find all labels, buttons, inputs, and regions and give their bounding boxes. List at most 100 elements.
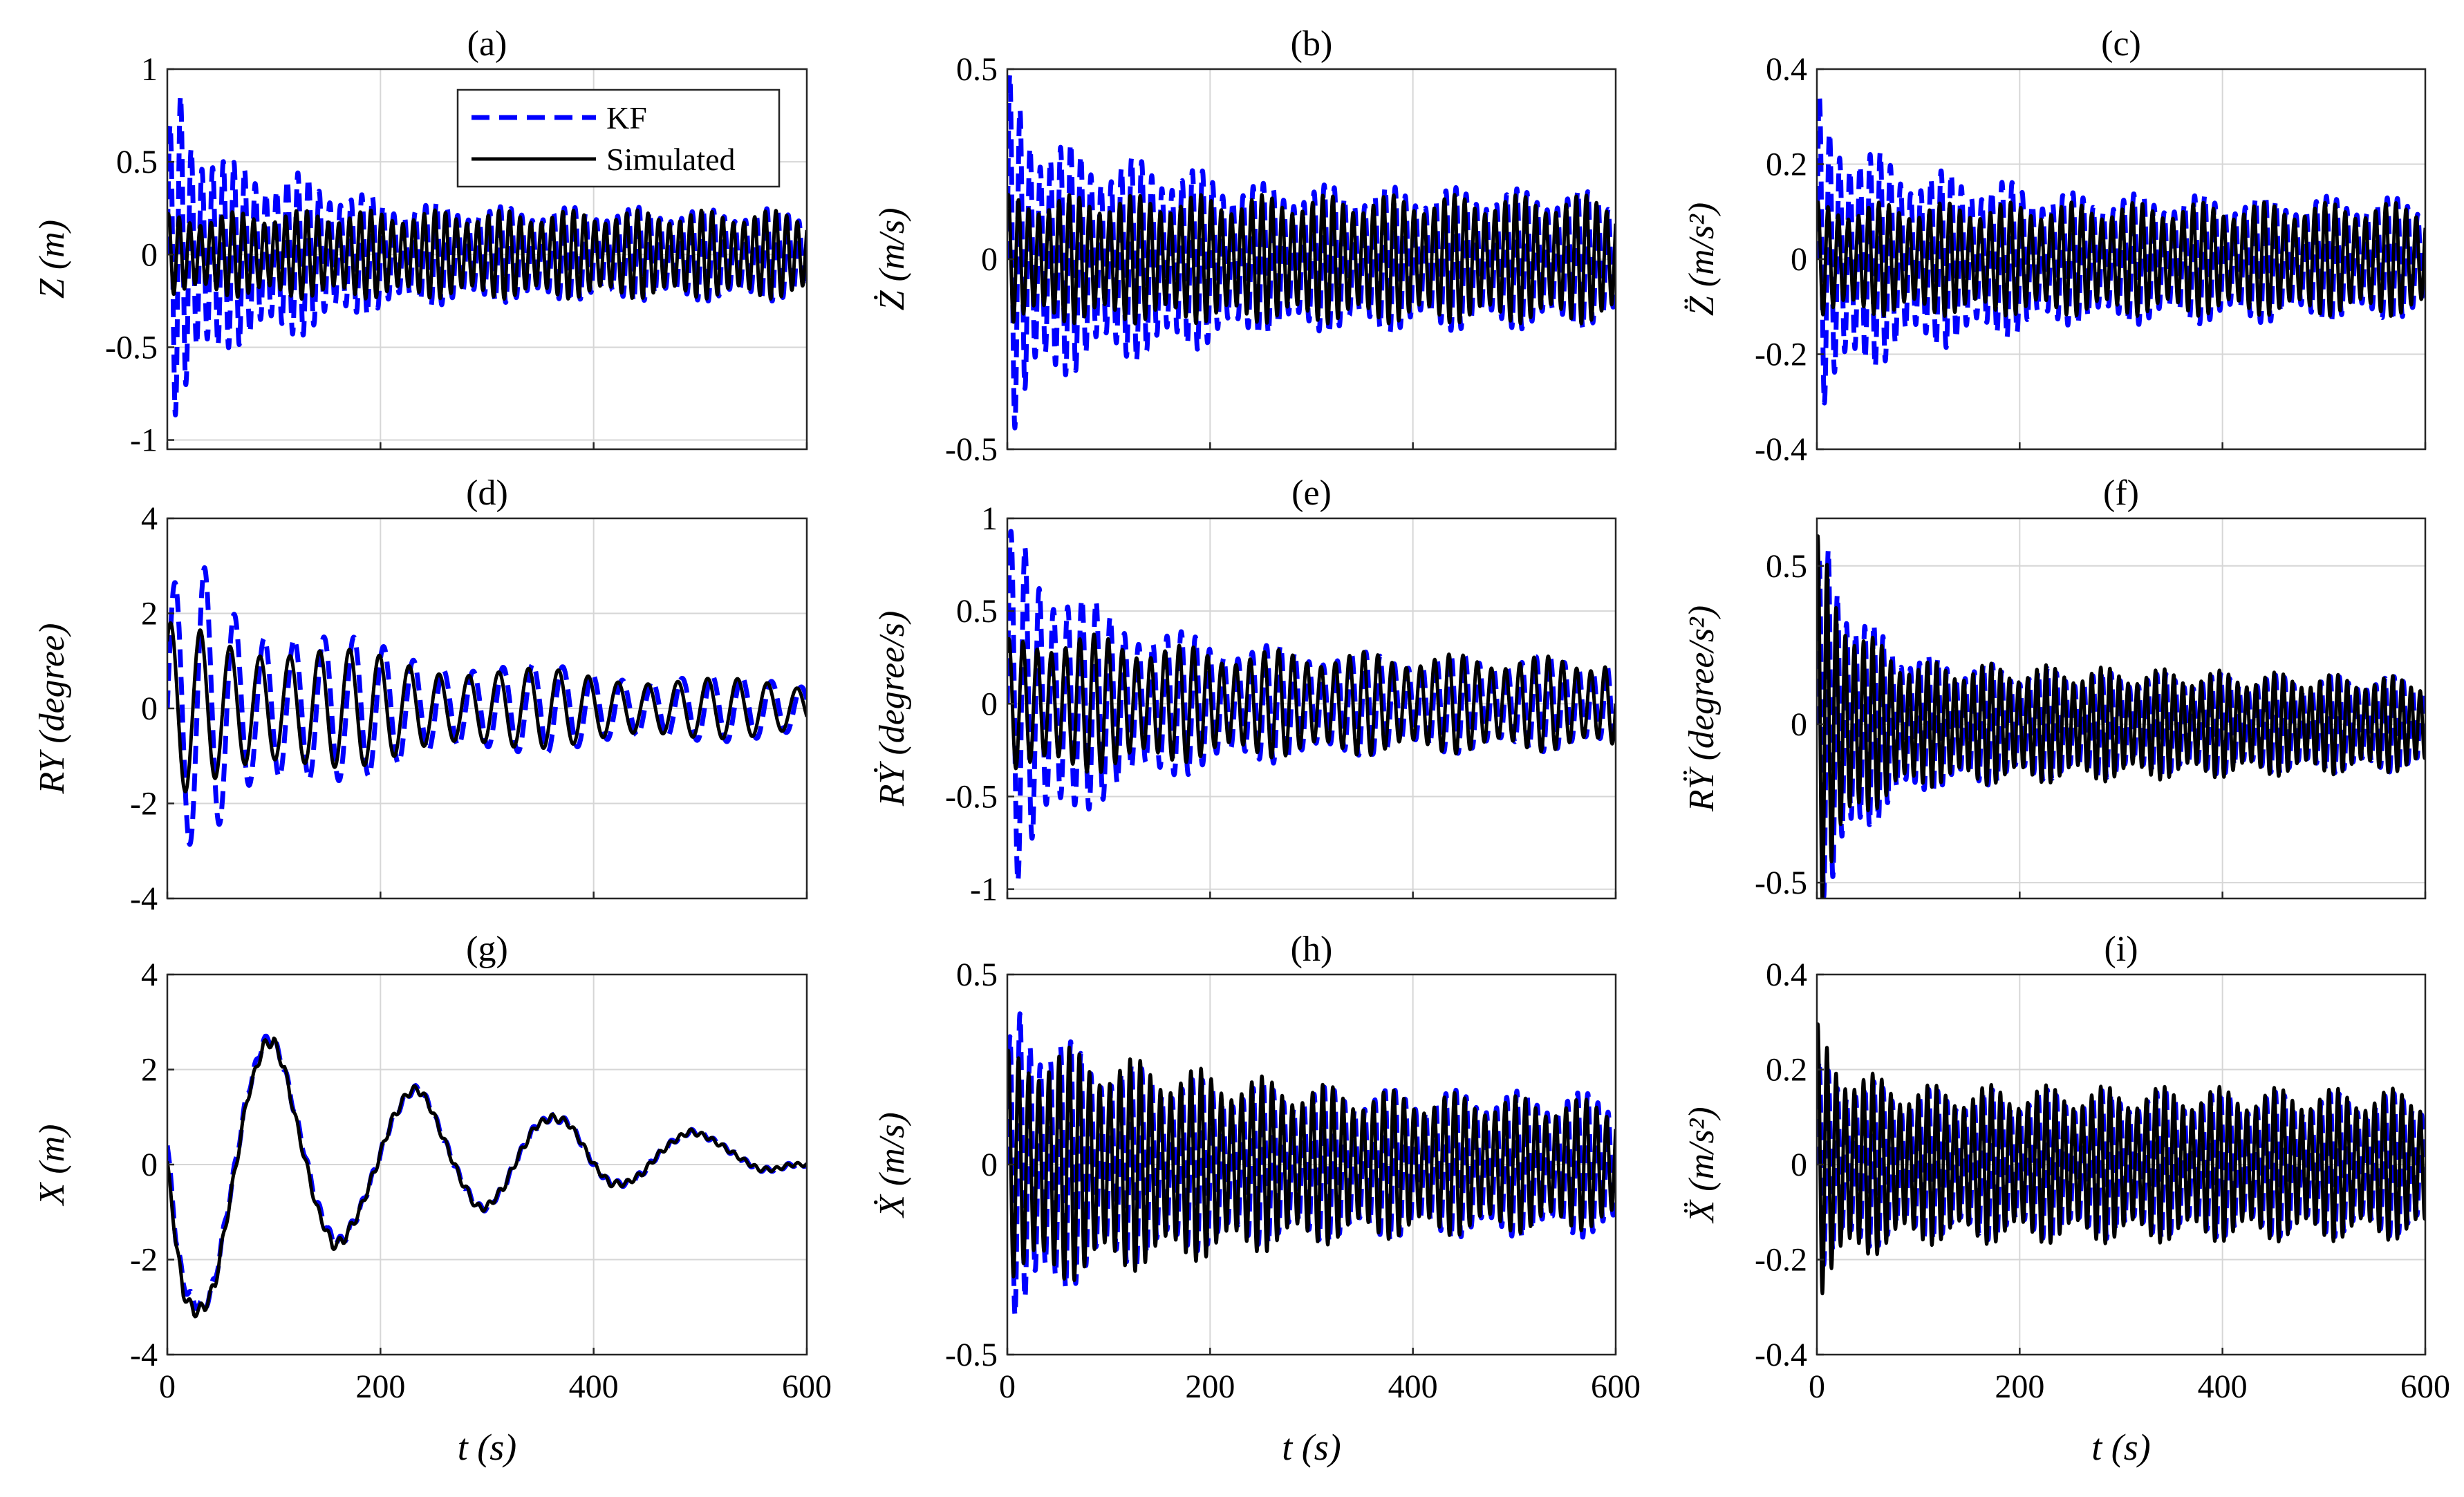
y-tick-label: -0.2 xyxy=(1755,1242,1807,1279)
y-tick-label: 0.4 xyxy=(1766,957,1807,993)
panel-title: (d) xyxy=(466,473,508,513)
y-tick-label: -2 xyxy=(130,786,158,822)
y-axis-label: Ẋ (m/s) xyxy=(872,1112,912,1218)
x-tick-label: 200 xyxy=(1185,1368,1235,1405)
panel-d: -4 -2 0 2 4 (d) RY (degree) xyxy=(32,473,808,917)
panel-e: -1 -0.5 0 0.5 1 (e) RẎ (degree/s) xyxy=(872,473,1617,908)
panel-title: (g) xyxy=(466,930,508,969)
y-tick-label: -1 xyxy=(130,422,158,459)
y-tick-label: 1 xyxy=(141,51,158,88)
x-tick-label: 0 xyxy=(1809,1368,1825,1405)
series-simulated-line xyxy=(1817,1022,2425,1296)
x-tick-label: 0 xyxy=(159,1368,176,1405)
y-tick-label: 0.5 xyxy=(956,51,998,88)
y-tick-label: -0.5 xyxy=(945,431,998,468)
y-tick-label: 0 xyxy=(1791,241,1807,278)
y-tick-label: 0.5 xyxy=(1766,548,1807,585)
y-tick-label: -2 xyxy=(130,1242,158,1279)
y-tick-label: 0.2 xyxy=(1766,1052,1807,1089)
panel-title: (b) xyxy=(1291,24,1333,64)
panel-h: -0.500.50 200 400 600(h)Ẋ (m/s)t (s) xyxy=(872,930,1641,1468)
panel-title: (i) xyxy=(2104,930,2138,969)
panel-title: (f) xyxy=(2103,473,2139,513)
y-tick-label: -0.2 xyxy=(1755,337,1807,373)
x-tick-label: 600 xyxy=(2400,1368,2450,1405)
y-tick-label: 2 xyxy=(141,596,158,632)
y-tick-label: 0.5 xyxy=(116,144,158,180)
axes-box xyxy=(1006,517,1617,900)
legend-simulated-label: Simulated xyxy=(606,142,736,177)
series-simulated-line xyxy=(1817,534,2425,898)
legend: KF Simulated xyxy=(456,88,781,188)
y-tick-label: -4 xyxy=(130,881,158,917)
series-simulated-line xyxy=(1817,200,2425,318)
axes-box xyxy=(166,68,808,451)
series-simulated-line xyxy=(1007,1045,1616,1283)
legend-box xyxy=(456,88,781,188)
x-tick-label: 600 xyxy=(782,1368,832,1405)
panel-c: -0.4 -0.2 0 0.2 0.4 (c) Z̈ (m/s²) xyxy=(1682,24,2427,468)
x-tick-label: 400 xyxy=(1388,1368,1438,1405)
y-tick-label: 1 xyxy=(981,500,998,537)
x-tick-label: 400 xyxy=(569,1368,619,1405)
y-tick-label: 0 xyxy=(141,1147,158,1183)
series-kf-line xyxy=(167,1033,807,1312)
panel-title: (h) xyxy=(1291,930,1333,969)
y-tick-label: 0.5 xyxy=(956,593,998,630)
series-simulated-line xyxy=(167,1036,807,1319)
y-axis-label: Z (m) xyxy=(32,220,72,299)
series-kf-line xyxy=(167,565,807,847)
y-tick-label: -0.5 xyxy=(945,778,998,815)
y-tick-label: -1 xyxy=(970,872,998,908)
y-tick-label: -0.4 xyxy=(1755,431,1807,468)
x-axis-label: t (s) xyxy=(458,1427,516,1468)
y-tick-label: 0 xyxy=(1791,1147,1807,1183)
y-tick-label: -0.5 xyxy=(1755,865,1807,901)
y-tick-label: -0.5 xyxy=(945,1337,998,1373)
legend-kf-label: KF xyxy=(606,100,647,135)
y-tick-label: 4 xyxy=(141,957,158,993)
y-axis-label: X (m) xyxy=(32,1124,72,1207)
y-axis-label: Z̈ (m/s²) xyxy=(1682,203,1721,316)
y-tick-label: -4 xyxy=(130,1337,158,1373)
panel-a: -1 -0.5 0 0.5 1 (a) Z (m) KF Simulated xyxy=(32,24,808,459)
panel-g: -4 -2 0 2 4 0 200 400 600 (g) X (m) t (s) xyxy=(32,930,832,1468)
y-tick-label: 2 xyxy=(141,1052,158,1089)
panel-i: -0.4 -0.2 0 0.2 0.4 0 200 400 600 (i) Ẍ (m/s²) t (s… xyxy=(1682,930,2450,1468)
y-tick-label: -0.4 xyxy=(1755,1337,1807,1373)
panel-f: -0.5 0 0.5 (f) RŸ (degree/s²) xyxy=(1682,473,2427,901)
y-tick-label: 0 xyxy=(141,236,158,273)
x-axis-label: t (s) xyxy=(2091,1427,2150,1468)
x-tick-label: 200 xyxy=(1995,1368,2044,1405)
panel-title: (e) xyxy=(1291,473,1332,513)
series-simulated-line xyxy=(1007,632,1616,774)
y-tick-label: 0 xyxy=(981,686,998,722)
series-simulated-line xyxy=(1007,193,1616,326)
y-axis-label: RY (degree) xyxy=(32,623,72,795)
y-axis-label: Ẍ (m/s²) xyxy=(1682,1107,1721,1223)
y-tick-label: -0.5 xyxy=(105,329,158,366)
y-axis-label: RŸ (degree/s²) xyxy=(1682,605,1721,812)
panel-title: (a) xyxy=(467,24,507,64)
y-tick-label: 0.4 xyxy=(1766,51,1807,88)
y-axis-label: RẎ (degree/s) xyxy=(872,611,912,807)
y-axis-label: Ż (m/s) xyxy=(872,208,912,311)
series-simulated-line xyxy=(167,208,807,301)
y-tick-label: 0 xyxy=(981,241,998,278)
y-tick-label: 0 xyxy=(981,1147,998,1183)
x-axis-label: t (s) xyxy=(1282,1427,1341,1468)
y-tick-label: 0.2 xyxy=(1766,147,1807,183)
y-tick-label: 4 xyxy=(141,500,158,537)
x-tick-label: 0 xyxy=(999,1368,1016,1405)
x-tick-label: 600 xyxy=(1591,1368,1641,1405)
panel-title: (c) xyxy=(2101,24,2141,64)
y-tick-label: 0.5 xyxy=(956,957,998,993)
x-tick-label: 400 xyxy=(2198,1368,2248,1405)
y-tick-label: 0 xyxy=(141,690,158,727)
axes-box xyxy=(1816,517,2427,900)
series-simulated-line xyxy=(167,621,807,793)
x-tick-label: 200 xyxy=(355,1368,405,1405)
y-tick-label: 0 xyxy=(1791,706,1807,743)
panel-b: -0.5 0 0.5 (b) Ż (m/s) xyxy=(872,24,1617,468)
